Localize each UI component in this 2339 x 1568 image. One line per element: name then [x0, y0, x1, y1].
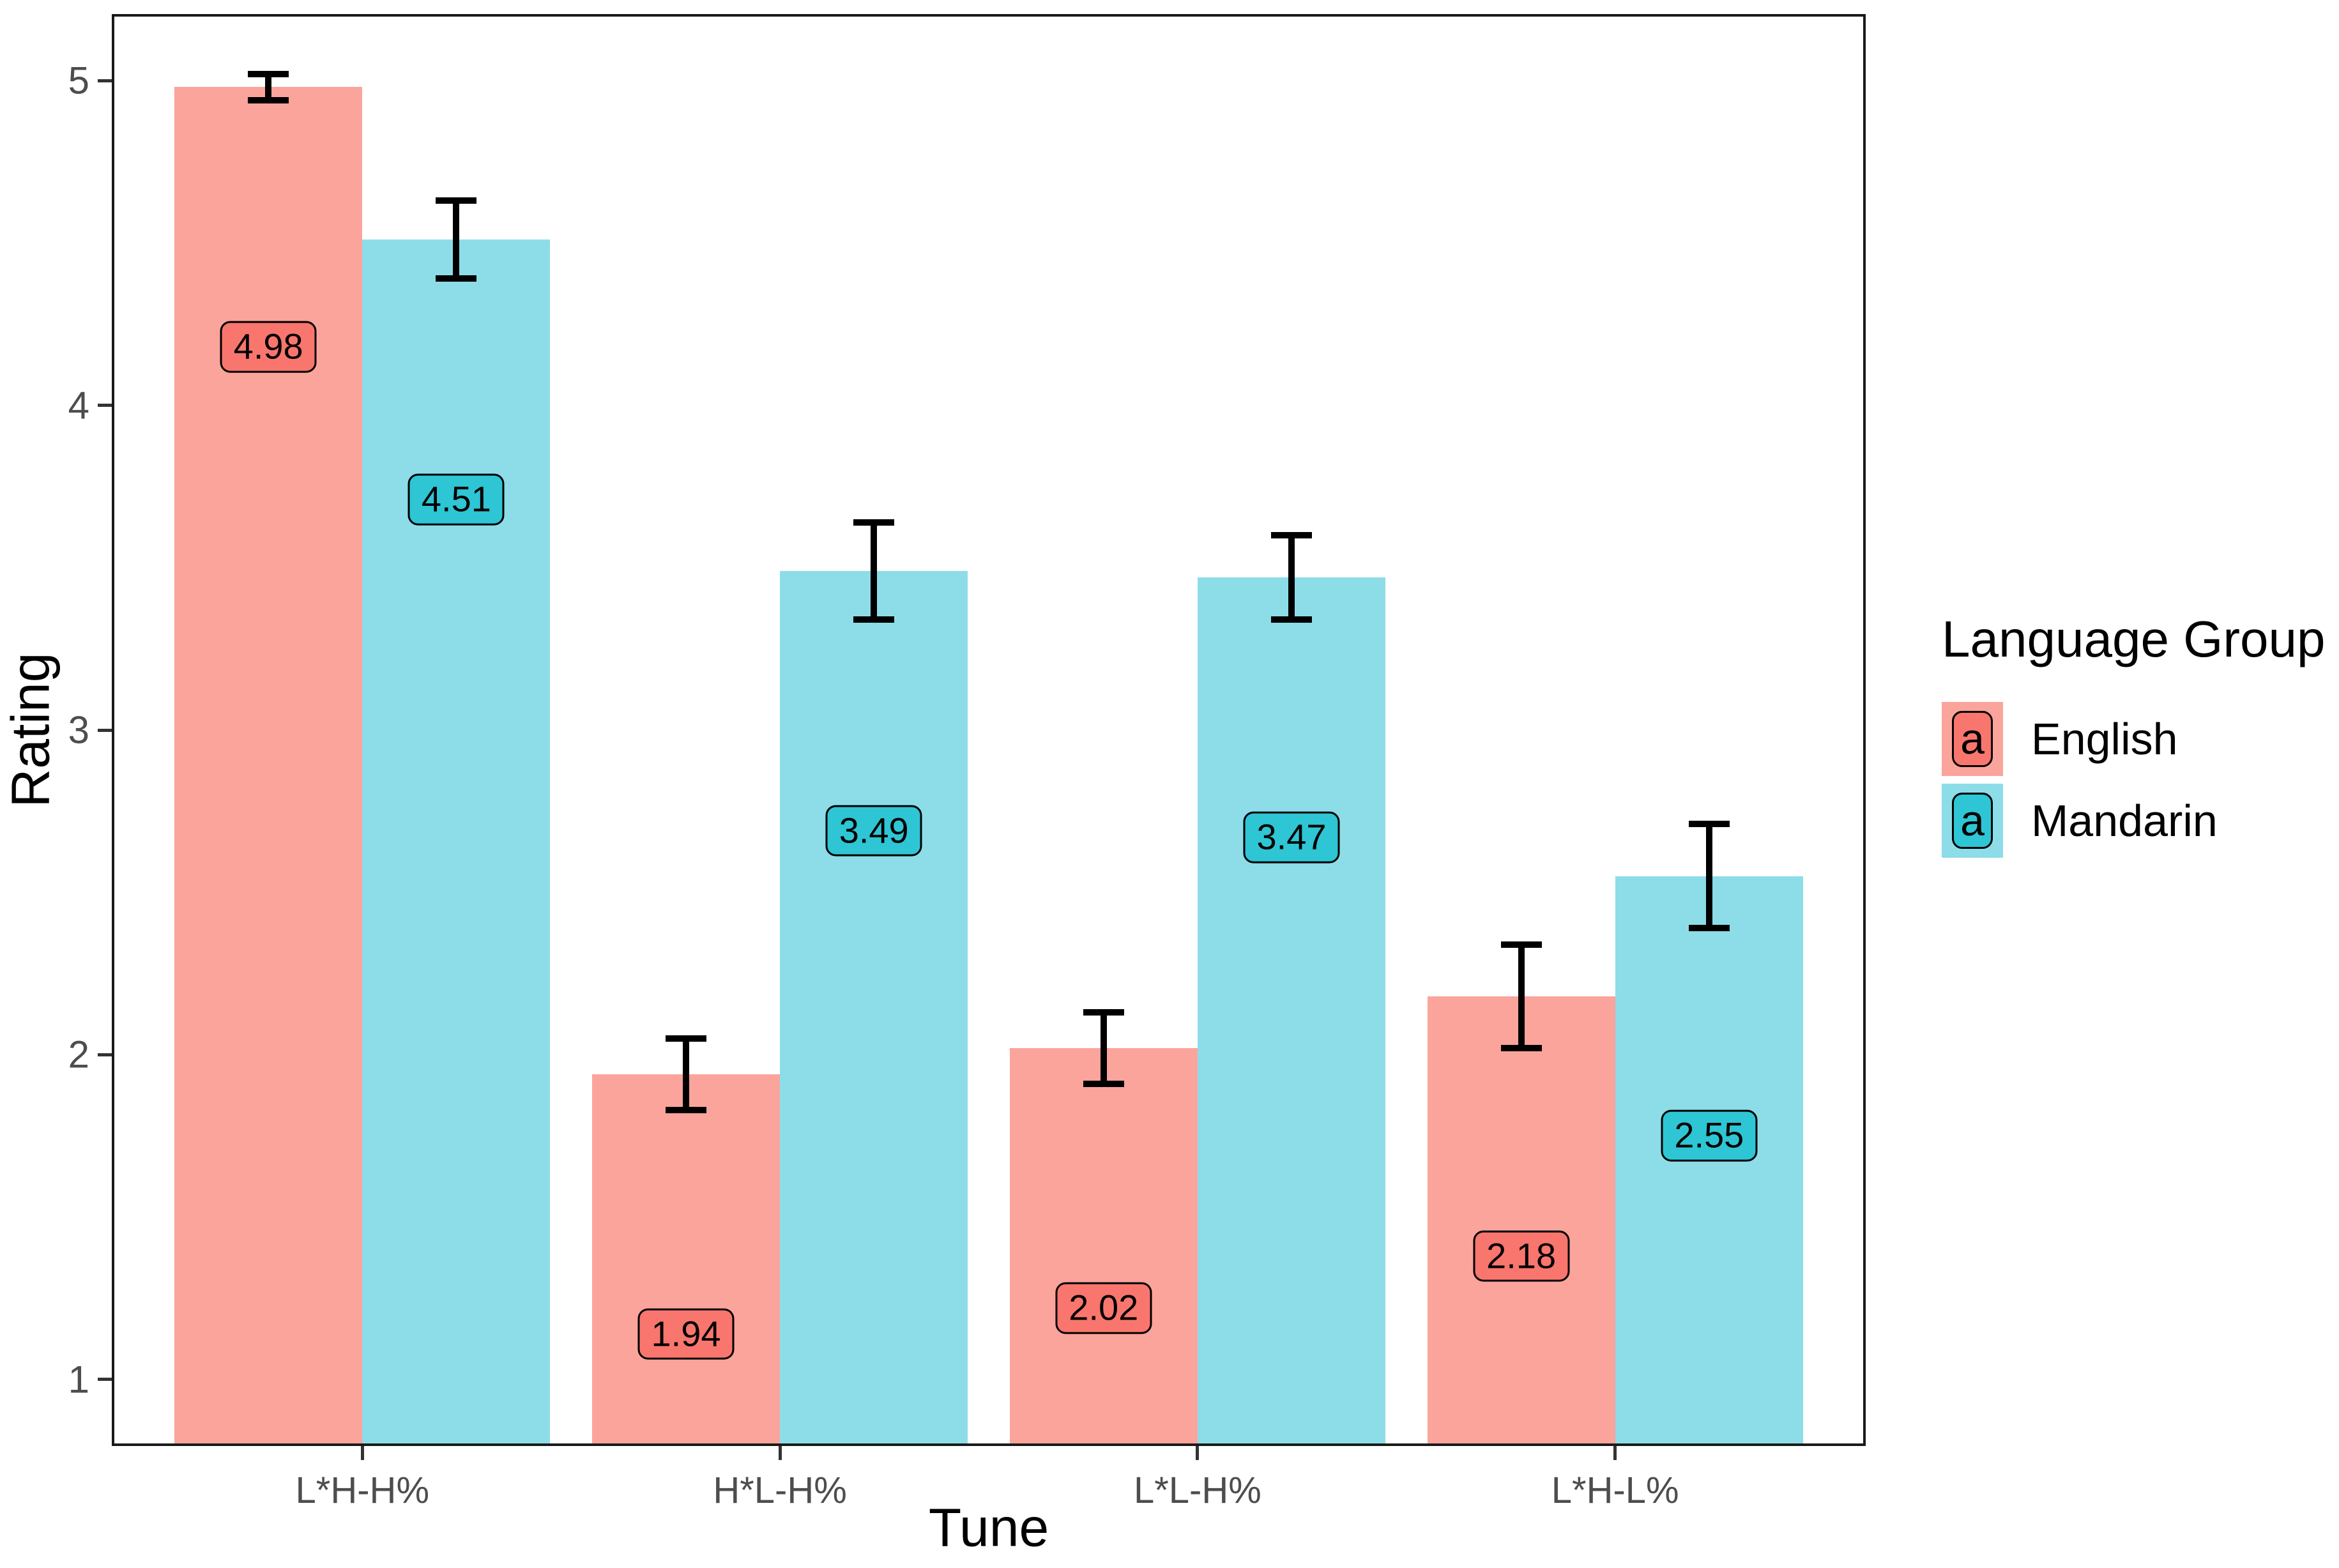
- value-label-english: 1.94: [637, 1308, 735, 1360]
- error-bar-cap-bottom: [1271, 616, 1312, 623]
- value-label-mandarin: 4.51: [408, 473, 505, 526]
- error-bar: [453, 201, 460, 279]
- error-bar: [1705, 824, 1712, 929]
- y-tick-label: 5: [68, 59, 89, 102]
- error-bar-cap-bottom: [436, 275, 477, 282]
- error-bar-cap-bottom: [1688, 925, 1730, 932]
- value-label-english: 4.98: [220, 321, 317, 373]
- error-bar: [871, 522, 878, 620]
- x-tick-mark: [1613, 1446, 1617, 1460]
- error-bar-cap-bottom: [1083, 1081, 1124, 1088]
- error-bar-cap-bottom: [248, 96, 289, 103]
- bar-mandarin-L*L-H%: [1197, 577, 1386, 1446]
- y-axis-title: Rating: [0, 652, 61, 808]
- y-tick-mark: [98, 404, 112, 407]
- bar-mandarin-L*H-H%: [362, 240, 551, 1446]
- y-tick-label: 4: [68, 384, 89, 427]
- y-tick-label: 3: [68, 708, 89, 752]
- bar-english-L*H-H%: [174, 87, 363, 1446]
- value-label-english: 2.18: [1473, 1230, 1570, 1282]
- bar-english-L*L-H%: [1009, 1048, 1198, 1446]
- y-tick-label: 2: [68, 1033, 89, 1076]
- x-tick-mark: [778, 1446, 782, 1460]
- error-bar-cap-top: [1083, 1009, 1124, 1016]
- bar-mandarin-H*L-H%: [780, 570, 968, 1446]
- value-label-english: 2.02: [1055, 1282, 1152, 1334]
- value-label-mandarin: 2.55: [1661, 1110, 1758, 1162]
- y-tick-mark: [98, 1378, 112, 1382]
- error-bar: [1100, 1012, 1107, 1085]
- x-tick-label: L*L-H%: [1133, 1470, 1261, 1511]
- legend-key-english-label-box: a: [1952, 711, 1993, 767]
- y-tick-mark: [98, 79, 112, 82]
- value-label-mandarin: 3.47: [1243, 811, 1340, 864]
- legend-key-mandarin-icon: a: [1942, 784, 2003, 858]
- legend-item-mandarin: a Mandarin: [1942, 784, 2326, 858]
- legend-item-english: a English: [1942, 702, 2326, 776]
- x-tick-mark: [360, 1446, 364, 1460]
- error-bar-cap-bottom: [665, 1106, 706, 1113]
- legend-key-mandarin-label-box: a: [1952, 793, 1993, 849]
- legend-label-mandarin: Mandarin: [2031, 796, 2218, 846]
- error-bar-cap-bottom: [853, 616, 895, 623]
- x-tick-label: L*H-L%: [1551, 1470, 1679, 1511]
- y-tick-mark: [98, 1053, 112, 1056]
- error-bar: [682, 1038, 689, 1110]
- error-bar-cap-top: [665, 1035, 706, 1042]
- x-tick-label: H*L-H%: [713, 1470, 847, 1511]
- x-tick-mark: [1196, 1446, 1200, 1460]
- value-label-mandarin: 3.49: [825, 805, 922, 856]
- error-bar-cap-top: [853, 519, 895, 526]
- legend-label-english: English: [2031, 714, 2178, 764]
- error-bar-cap-top: [436, 197, 477, 204]
- error-bar-cap-top: [248, 71, 289, 78]
- legend-title: Language Group: [1942, 611, 2326, 667]
- legend-key-english-icon: a: [1942, 702, 2003, 776]
- x-axis-title: Tune: [928, 1497, 1049, 1558]
- bar-english-H*L-H%: [591, 1074, 781, 1446]
- error-bar: [1288, 535, 1295, 620]
- x-tick-label: L*H-H%: [295, 1470, 430, 1511]
- error-bar-cap-top: [1688, 821, 1730, 828]
- error-bar: [265, 74, 272, 100]
- legend: Language Group a English a Mandarin: [1942, 610, 2326, 865]
- y-tick-mark: [98, 728, 112, 732]
- error-bar-cap-top: [1271, 531, 1312, 538]
- error-bar: [1518, 944, 1525, 1049]
- y-tick-label: 1: [68, 1358, 89, 1401]
- error-bar-cap-bottom: [1500, 1045, 1542, 1052]
- error-bar-cap-top: [1500, 941, 1542, 948]
- bar-english-L*H-L%: [1427, 996, 1615, 1446]
